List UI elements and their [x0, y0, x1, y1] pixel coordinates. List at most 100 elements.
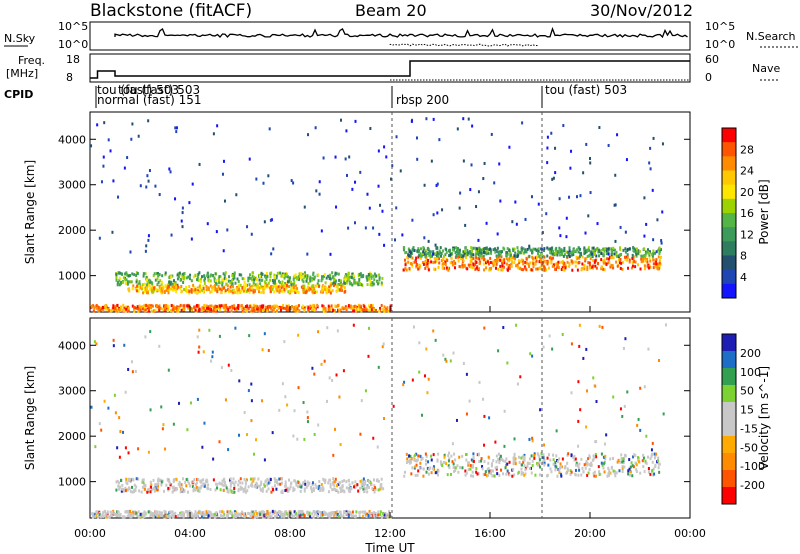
data-cell — [495, 460, 498, 464]
data-cell — [427, 251, 430, 255]
data-cell — [347, 510, 350, 514]
data-cell — [157, 477, 160, 481]
data-cell — [571, 268, 574, 272]
data-cell — [150, 512, 153, 516]
data-cell — [284, 274, 287, 278]
data-cell — [337, 490, 340, 494]
data-cell — [417, 255, 420, 259]
data-cell — [528, 437, 531, 441]
data-cell — [614, 474, 617, 478]
data-cell — [173, 306, 176, 310]
data-cell — [149, 287, 152, 291]
data-cell — [180, 488, 183, 492]
data-cell — [433, 267, 436, 271]
data-cell — [515, 264, 518, 268]
data-cell — [578, 256, 581, 260]
data-cell — [382, 342, 385, 346]
data-cell — [445, 250, 448, 254]
data-cell — [283, 511, 286, 515]
data-cell — [303, 514, 306, 518]
data-cell — [100, 307, 103, 311]
data-cell — [258, 510, 261, 514]
data-cell — [267, 305, 270, 309]
data-cell — [546, 135, 549, 139]
data-cell — [236, 306, 239, 310]
data-cell — [409, 251, 412, 255]
data-cell — [181, 514, 184, 518]
data-cell — [543, 265, 546, 269]
y-tick-label: 4000 — [58, 339, 86, 352]
data-cell — [183, 306, 186, 310]
data-cell — [633, 453, 636, 457]
data-cell — [159, 306, 162, 310]
data-cell — [424, 266, 427, 270]
data-cell — [307, 513, 310, 517]
nave-tick-low: 0 — [705, 71, 712, 84]
data-cell — [272, 308, 275, 312]
data-cell — [575, 248, 578, 252]
data-cell — [660, 241, 663, 245]
data-cell — [124, 486, 127, 490]
data-cell — [594, 264, 597, 268]
data-cell — [602, 466, 605, 470]
data-cell — [137, 307, 140, 311]
data-cell — [651, 469, 654, 473]
data-cell — [416, 458, 419, 462]
data-cell — [171, 274, 174, 278]
data-cell — [186, 513, 189, 517]
data-cell — [424, 255, 427, 259]
data-cell — [243, 306, 246, 310]
data-cell — [293, 479, 296, 483]
data-cell — [360, 479, 363, 483]
colorbar-tick-label: 16 — [740, 207, 754, 220]
data-cell — [629, 465, 632, 469]
data-cell — [296, 515, 299, 519]
data-cell — [231, 490, 234, 494]
data-cell — [658, 258, 661, 262]
data-cell — [298, 309, 301, 313]
data-cell — [122, 303, 125, 307]
data-cell — [252, 290, 255, 294]
data-cell — [269, 275, 272, 279]
data-cell — [168, 280, 171, 284]
data-cell — [379, 203, 382, 207]
data-cell — [155, 304, 158, 308]
data-cell — [345, 173, 348, 177]
data-cell — [261, 306, 264, 310]
data-cell — [174, 488, 177, 492]
data-cell — [483, 459, 486, 463]
data-cell — [182, 490, 185, 494]
data-cell — [241, 286, 244, 290]
data-cell — [577, 466, 580, 470]
data-cell — [304, 287, 307, 291]
data-cell — [659, 248, 662, 252]
data-cell — [595, 254, 598, 258]
data-cell — [517, 266, 520, 270]
data-cell — [160, 282, 163, 286]
data-cell — [313, 277, 316, 281]
data-cell — [116, 514, 119, 518]
data-cell — [550, 131, 553, 135]
data-cell — [602, 259, 605, 263]
data-cell — [434, 252, 437, 256]
data-cell — [542, 453, 545, 457]
data-cell — [476, 472, 479, 476]
data-cell — [99, 308, 102, 312]
data-cell — [209, 304, 212, 308]
data-cell — [349, 511, 352, 515]
data-cell — [611, 264, 614, 268]
data-cell — [292, 288, 295, 292]
data-cell — [534, 262, 537, 266]
data-cell — [444, 357, 447, 361]
data-cell — [127, 486, 130, 490]
data-cell — [233, 482, 236, 486]
data-cell — [363, 511, 366, 515]
data-cell — [480, 251, 483, 255]
data-cell — [131, 477, 134, 481]
data-cell — [354, 119, 357, 123]
y-tick-label: 1000 — [58, 270, 86, 283]
data-cell — [598, 470, 601, 474]
data-cell — [286, 275, 289, 279]
data-cell — [117, 484, 120, 488]
data-cell — [471, 464, 474, 468]
